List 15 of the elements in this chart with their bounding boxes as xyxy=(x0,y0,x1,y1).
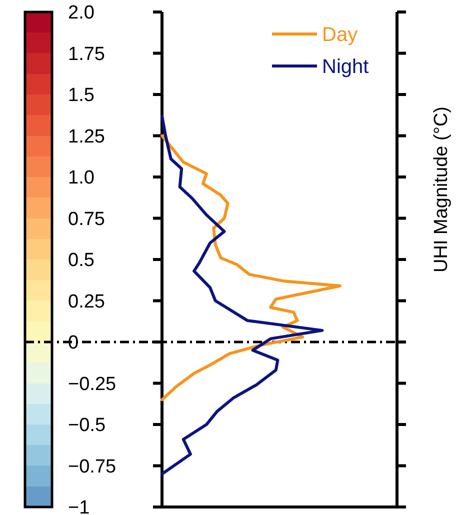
y-tick-label: 2.0 xyxy=(68,2,94,24)
y-tick-label: 1.5 xyxy=(68,85,94,106)
y-tick-label: 1.75 xyxy=(68,44,105,65)
legend-label: Day xyxy=(322,24,358,46)
y-tick-label: −1 xyxy=(68,498,90,515)
legend-label: Night xyxy=(322,56,370,78)
y-axis-title: UHI Magnitude (°C) xyxy=(431,106,452,272)
y-tick-label: −0.75 xyxy=(68,456,116,478)
y-tick-label: −0.25 xyxy=(68,374,116,395)
y-tick-label: 1.0 xyxy=(68,168,94,189)
y-tick-label: −0.5 xyxy=(68,415,106,436)
y-tick-label: 0.5 xyxy=(68,250,94,272)
y-tick-label: 0.75 xyxy=(68,208,105,230)
y-tick-label: 1.25 xyxy=(68,126,105,148)
y-tick-label: 0.25 xyxy=(68,291,105,312)
